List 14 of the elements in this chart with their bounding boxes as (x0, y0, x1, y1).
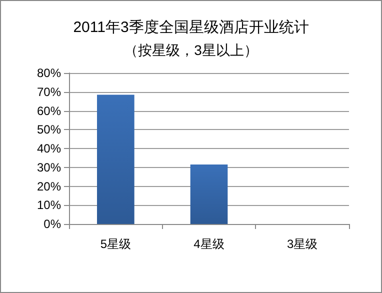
x-tick-label: 4星级 (194, 237, 224, 251)
y-tick-label: 40% (36, 142, 62, 156)
chart-subtitle: （按星级，3星以上） (124, 42, 258, 58)
x-tick-label: 5星级 (100, 237, 132, 251)
y-tick-label: 10% (36, 198, 62, 212)
y-tick-label: 60% (36, 104, 62, 118)
y-tick-label: 0% (44, 217, 62, 231)
y-tick-label: 80% (36, 66, 62, 80)
x-tick-label: 3星级 (286, 237, 318, 251)
y-tick-label: 20% (36, 179, 62, 194)
y-tick-label: 50% (36, 122, 62, 137)
y-tick-label: 30% (36, 160, 62, 174)
chart-title: 2011年3季度全国星级酒店开业统计 (73, 19, 309, 36)
y-tick-label: 70% (36, 84, 62, 99)
